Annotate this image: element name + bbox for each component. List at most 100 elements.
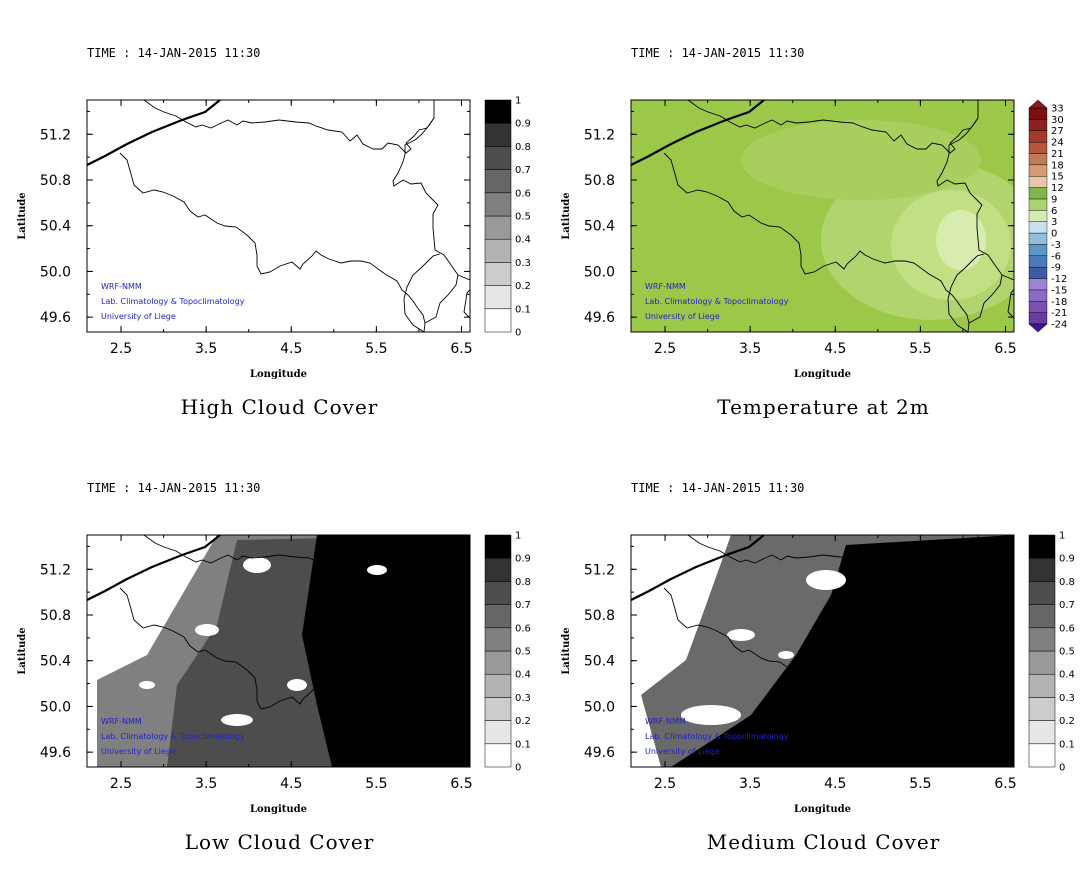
clear-patch <box>243 557 271 573</box>
colorbar-box <box>1028 221 1048 234</box>
clear-patch <box>727 629 755 641</box>
y-axis-label: Latitude <box>561 192 572 239</box>
colorbar-box <box>1028 604 1056 629</box>
colorbar-label: 30 <box>1051 115 1064 126</box>
colorbar-label: 0.8 <box>515 142 531 153</box>
credit-line: Lab. Climatology & Topoclimatology <box>101 297 245 306</box>
colorbar-label: 27 <box>1051 126 1064 137</box>
credit-line: University of Liege <box>101 312 176 321</box>
x-tick-label: 6.5 <box>994 341 1016 357</box>
field-layer <box>631 535 1014 767</box>
colorbar-label: 33 <box>1051 104 1064 115</box>
colorbar-label: 0.6 <box>515 188 531 199</box>
country-border <box>143 100 435 154</box>
y-tick-label: 50.0 <box>40 264 71 280</box>
y-tick-label: 49.6 <box>40 745 71 761</box>
colorbar-label: -18 <box>1051 297 1067 308</box>
country-border <box>403 253 441 332</box>
colorbar-label: 1 <box>1059 531 1065 542</box>
country-border <box>457 274 470 332</box>
colorbar-label: 0.2 <box>515 281 531 292</box>
colorbar-box <box>484 308 512 333</box>
y-tick-label: 50.4 <box>40 654 71 670</box>
time-label: TIME : 14-JAN-2015 11:30 <box>87 46 260 60</box>
colorbar-label: 0.6 <box>515 623 531 634</box>
colorbar-box <box>1028 187 1048 200</box>
colorbar-label: 0.1 <box>515 304 531 315</box>
colorbar-box <box>484 627 512 652</box>
colorbar-label: -12 <box>1051 274 1067 285</box>
colorbar-label: 0.4 <box>1059 670 1075 681</box>
colorbar-box <box>484 285 512 310</box>
panel-title: Medium Cloud Cover <box>707 830 941 854</box>
x-tick-label: 6.5 <box>450 776 472 792</box>
colorbar-label: 3 <box>1051 217 1057 228</box>
credit-line: WRF-NMM <box>645 717 686 726</box>
colorbar-label: 0.9 <box>515 119 531 130</box>
clear-patch <box>778 651 794 659</box>
colorbar-label: 12 <box>1051 183 1064 194</box>
x-tick-label: 5.5 <box>365 776 387 792</box>
colorbar-box <box>1028 210 1048 222</box>
clear-patch <box>681 705 741 725</box>
x-axis-label: Longitude <box>794 369 851 380</box>
time-label: TIME : 14-JAN-2015 11:30 <box>631 481 804 495</box>
field-layer <box>87 535 470 767</box>
colorbar-label: 0.9 <box>515 554 531 565</box>
colorbar-label: 0 <box>515 328 521 339</box>
colorbar-box <box>484 146 512 170</box>
y-axis-label: Latitude <box>17 627 28 674</box>
y-tick-label: 50.8 <box>584 608 615 624</box>
colorbar-box <box>1028 176 1048 188</box>
y-tick-label: 50.4 <box>584 654 615 670</box>
colorbar-box <box>484 673 512 698</box>
cloud-layer-full <box>302 535 470 767</box>
colorbar-box <box>1028 278 1048 291</box>
country-border <box>687 535 979 589</box>
colorbar: -24-21-18-15-12-9-6-30369121518212427303… <box>1028 99 1067 333</box>
credit-line: Lab. Climatology & Topoclimatology <box>645 297 789 306</box>
colorbar-box <box>1028 141 1048 154</box>
colorbar-label: 6 <box>1051 206 1057 217</box>
plot-frame <box>630 534 1015 768</box>
colorbar-box <box>1028 119 1048 131</box>
colorbar-box <box>484 192 512 217</box>
colorbar-box <box>484 215 512 240</box>
credit-line: Lab. Climatology & Topoclimatology <box>101 732 245 741</box>
colorbar-box <box>1028 581 1056 605</box>
colorbar-box <box>1028 743 1056 768</box>
y-tick-label: 50.0 <box>584 699 615 715</box>
x-tick-label: 5.5 <box>365 341 387 357</box>
x-tick-label: 2.5 <box>654 776 676 792</box>
colorbar-label: 0.8 <box>515 577 531 588</box>
y-tick-label: 50.8 <box>584 173 615 189</box>
country-border <box>947 688 985 767</box>
colorbar-box <box>1028 130 1048 143</box>
map-lines <box>631 535 1014 767</box>
x-tick-label: 5.5 <box>909 341 931 357</box>
coastline <box>631 535 765 601</box>
map-lines <box>87 535 470 767</box>
colorbar-box <box>485 535 511 559</box>
colorbar-top-arrow <box>1028 99 1048 109</box>
colorbar-label: 0.1 <box>515 739 531 750</box>
y-tick-label: 50.8 <box>40 173 71 189</box>
colorbar: 0 0.1 0.2 0.3 0.4 0.5 0.6 0.7 0.8 0.9 1 <box>484 531 531 774</box>
colorbar-box <box>484 697 512 721</box>
colorbar-box <box>1028 255 1048 268</box>
colorbar-label: 0.7 <box>1059 600 1075 611</box>
colorbar-label: 1 <box>515 531 521 542</box>
y-tick-label: 49.6 <box>584 745 615 761</box>
colorbar-label: 0.8 <box>1059 577 1075 588</box>
colorbar-label: 0.5 <box>1059 647 1075 658</box>
country-border <box>457 709 470 767</box>
colorbar-label: -21 <box>1051 308 1067 319</box>
colorbar-box <box>484 557 512 582</box>
y-tick-label: 51.2 <box>40 127 71 143</box>
x-tick-label: 2.5 <box>654 341 676 357</box>
y-tick-label: 50.0 <box>40 699 71 715</box>
x-axis-label: Longitude <box>250 369 307 380</box>
warm-region-lightest <box>936 210 986 270</box>
panel-title: Temperature at 2m <box>717 395 929 419</box>
